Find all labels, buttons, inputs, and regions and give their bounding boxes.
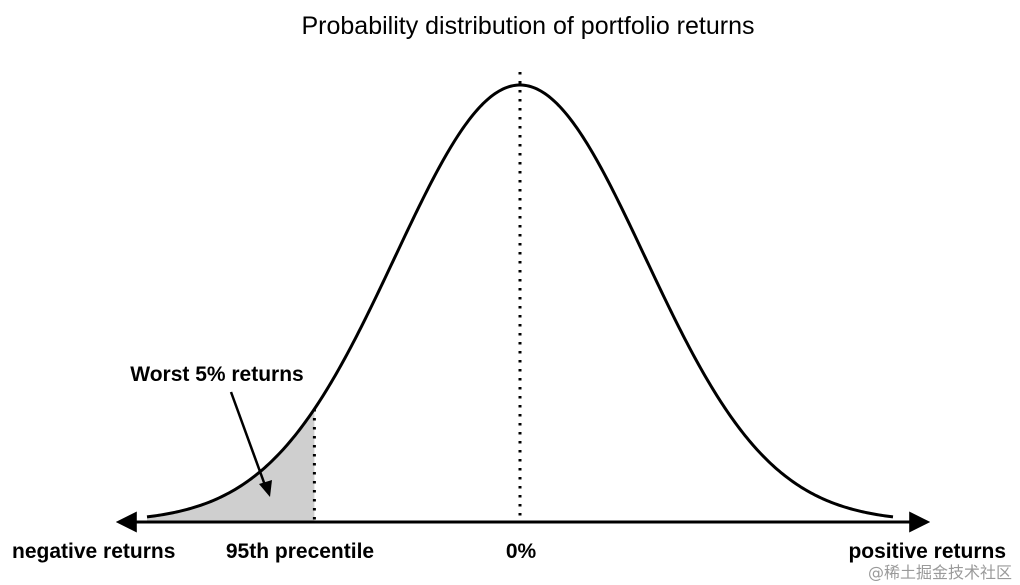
negative-returns-label: negative returns [12, 540, 175, 563]
chart-title: Probability distribution of portfolio re… [301, 12, 754, 40]
annotation-arrowhead [259, 480, 272, 497]
annotation-label: Worst 5% returns [130, 363, 304, 386]
positive-returns-label: positive returns [848, 540, 1006, 563]
tail-shaded-area [147, 409, 315, 522]
zero-percent-label: 0% [506, 540, 537, 563]
distribution-curve [146, 83, 894, 519]
annotation-arrow [229, 391, 268, 489]
watermark: @稀土掘金技术社区 [868, 563, 1012, 582]
percentile-label: 95th precentile [226, 540, 374, 563]
